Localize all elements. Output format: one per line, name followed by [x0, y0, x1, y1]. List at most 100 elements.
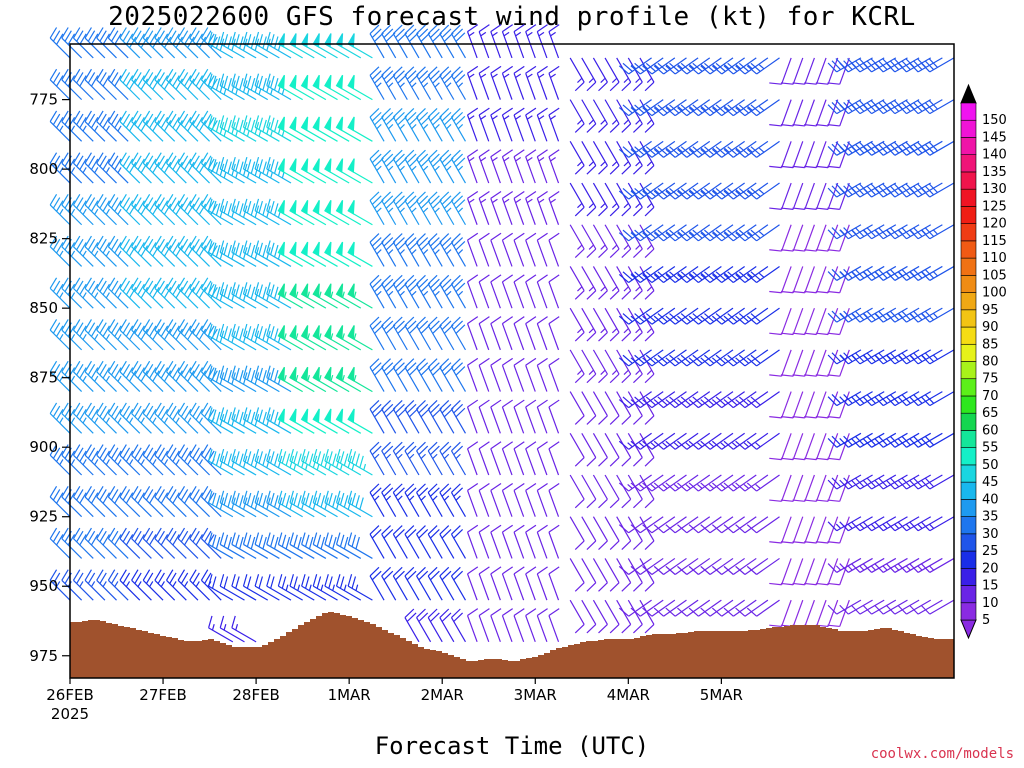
wind-barb	[792, 349, 815, 377]
barb-flag	[645, 313, 656, 323]
barb-shaft	[698, 474, 722, 492]
barb-flag	[897, 604, 907, 615]
barb-flag	[87, 364, 96, 376]
wind-barb	[84, 527, 106, 559]
barb-flag	[189, 527, 197, 539]
barb-flag	[723, 148, 734, 158]
barb-shaft	[189, 413, 211, 434]
barb-flag	[642, 273, 653, 283]
x-tick-label: 1MAR	[328, 686, 371, 704]
barb-flag	[339, 492, 345, 506]
barb-shaft	[189, 121, 211, 142]
barb-shaft	[871, 224, 897, 240]
barb-shaft	[466, 323, 478, 351]
barb-shaft	[848, 516, 873, 532]
barb-shaft	[177, 413, 199, 434]
barb-half-flag	[305, 463, 308, 471]
barb-flag	[441, 153, 452, 164]
barb-flag	[131, 235, 139, 247]
barb-flag	[154, 194, 162, 206]
barb-half-flag	[117, 334, 122, 340]
barb-shaft	[929, 474, 955, 490]
barb-flag	[416, 108, 426, 118]
wind-barb	[208, 532, 234, 559]
barb-flag	[166, 110, 174, 122]
barb-flag	[114, 33, 122, 45]
barb-shaft	[490, 156, 501, 184]
wind-barb	[862, 391, 897, 407]
barb-flag	[924, 435, 935, 446]
colorbar-swatch	[960, 119, 977, 138]
wind-barb	[665, 99, 699, 117]
wind-barb	[665, 599, 699, 617]
barb-flag	[119, 194, 127, 206]
barb-shaft	[513, 406, 525, 434]
barb-pennant	[300, 116, 309, 132]
barb-pennant	[335, 200, 344, 215]
barb-flag	[704, 62, 715, 72]
wind-barb	[347, 241, 373, 267]
barb-flag	[406, 362, 417, 372]
wind-barb	[254, 574, 280, 601]
barb-half-flag	[538, 156, 545, 162]
barb-shaft	[131, 371, 152, 393]
barb-flag	[427, 441, 438, 452]
barb-flag	[157, 572, 165, 584]
barb-shaft	[651, 307, 676, 325]
barb-flag	[266, 198, 271, 211]
barb-flag	[430, 570, 440, 581]
barb-shaft	[929, 349, 955, 365]
wind-barb	[618, 57, 652, 75]
barb-flag	[76, 530, 84, 543]
barb-half-flag	[712, 189, 718, 195]
barb-half-flag	[434, 249, 440, 255]
barb-flag	[183, 116, 192, 129]
barb-shaft	[894, 599, 920, 615]
barb-flag	[200, 486, 209, 498]
barb-flag	[145, 447, 154, 459]
barb-flag	[586, 582, 597, 592]
wind-barb	[815, 391, 839, 419]
barb-flag	[850, 521, 861, 532]
barb-flag	[850, 479, 861, 490]
barb-flag	[711, 524, 723, 534]
barb-half-flag	[422, 249, 429, 255]
barb-half-flag	[376, 290, 382, 297]
barb-shaft	[131, 287, 152, 309]
barb-flag	[598, 331, 608, 342]
wind-barb	[49, 235, 71, 267]
barb-flag	[490, 482, 502, 491]
barb-shaft	[208, 502, 234, 518]
wind-barb	[735, 140, 769, 158]
barb-shaft	[96, 579, 117, 601]
barb-flag	[404, 66, 415, 76]
wind-barb	[711, 474, 745, 492]
barb-flag	[371, 403, 382, 414]
barb-half-flag	[409, 453, 415, 459]
barb-flag	[369, 233, 380, 243]
barb-flag	[513, 316, 525, 325]
barb-flag	[137, 283, 145, 296]
wind-barb	[450, 441, 466, 476]
wind-barb	[723, 599, 757, 617]
barb-flag	[142, 194, 151, 206]
barb-flag	[134, 572, 142, 584]
barb-flag	[700, 315, 711, 325]
barb-flag	[618, 482, 630, 492]
barb-half-flag	[434, 165, 440, 171]
barb-half-flag	[388, 249, 394, 255]
barb-flag	[677, 607, 688, 617]
barb-shaft	[73, 246, 94, 267]
barb-flag	[634, 354, 645, 364]
barb-flag	[223, 451, 229, 464]
wind-barb	[312, 366, 338, 393]
barb-flag	[332, 453, 337, 466]
barb-flag	[416, 24, 426, 35]
barb-half-flag	[59, 417, 64, 424]
barb-flag	[87, 447, 96, 459]
barb-shaft	[189, 496, 211, 518]
barb-flag	[430, 237, 440, 247]
wind-barb	[700, 391, 734, 409]
wind-barb	[166, 235, 187, 267]
wind-barb	[96, 444, 117, 476]
